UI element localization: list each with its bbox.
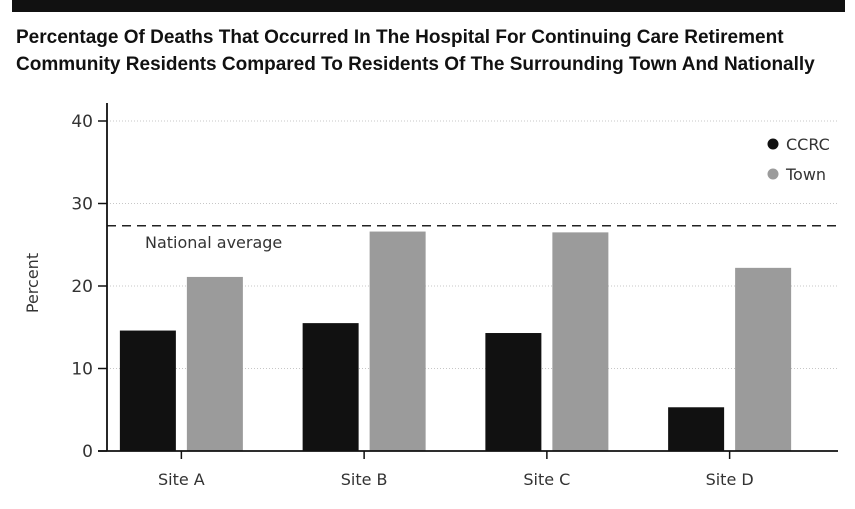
- chart-title: Percentage Of Deaths That Occurred In Th…: [16, 24, 846, 78]
- bars: [119, 231, 792, 451]
- y-tick-label-10: 10: [71, 360, 93, 380]
- legend-label-town: Town: [785, 165, 826, 184]
- bar-town-site-a: [186, 276, 243, 451]
- top-rule: [12, 0, 845, 12]
- bar-ccrc-site-b: [302, 323, 359, 451]
- x-tick-label-site-a: Site A: [158, 470, 205, 489]
- x-tick-label-site-d: Site D: [706, 470, 754, 489]
- x-tick-labels: Site A Site B Site C Site D: [158, 451, 754, 489]
- y-axis-label: Percent: [23, 253, 42, 313]
- y-tick-label-20: 20: [71, 277, 93, 297]
- national-average-line: National average: [107, 225, 838, 252]
- bar-ccrc-site-a: [119, 330, 176, 451]
- legend-marker-town: [767, 168, 779, 180]
- x-tick-label-site-c: Site C: [523, 470, 570, 489]
- bar-town-site-c: [552, 232, 609, 451]
- bar-ccrc-site-c: [485, 333, 542, 451]
- national-average-label: National average: [145, 233, 282, 252]
- legend: CCRC Town: [767, 135, 830, 184]
- axes: [98, 103, 838, 452]
- chart-title-line-2: Community Residents Compared To Resident…: [16, 54, 815, 75]
- legend-label-ccrc: CCRC: [786, 135, 830, 154]
- bar-town-site-b: [369, 231, 426, 451]
- bar-town-site-d: [735, 267, 792, 451]
- bar-ccrc-site-d: [668, 407, 725, 451]
- y-tick-labels: 0 10 20 30 40: [71, 112, 93, 462]
- y-tick-label-0: 0: [82, 442, 93, 462]
- legend-marker-ccrc: [767, 138, 779, 150]
- chart-title-line-1: Percentage Of Deaths That Occurred In Th…: [16, 27, 784, 48]
- y-tick-label-40: 40: [71, 112, 93, 132]
- y-tick-label-30: 30: [71, 195, 93, 215]
- x-tick-label-site-b: Site B: [341, 470, 388, 489]
